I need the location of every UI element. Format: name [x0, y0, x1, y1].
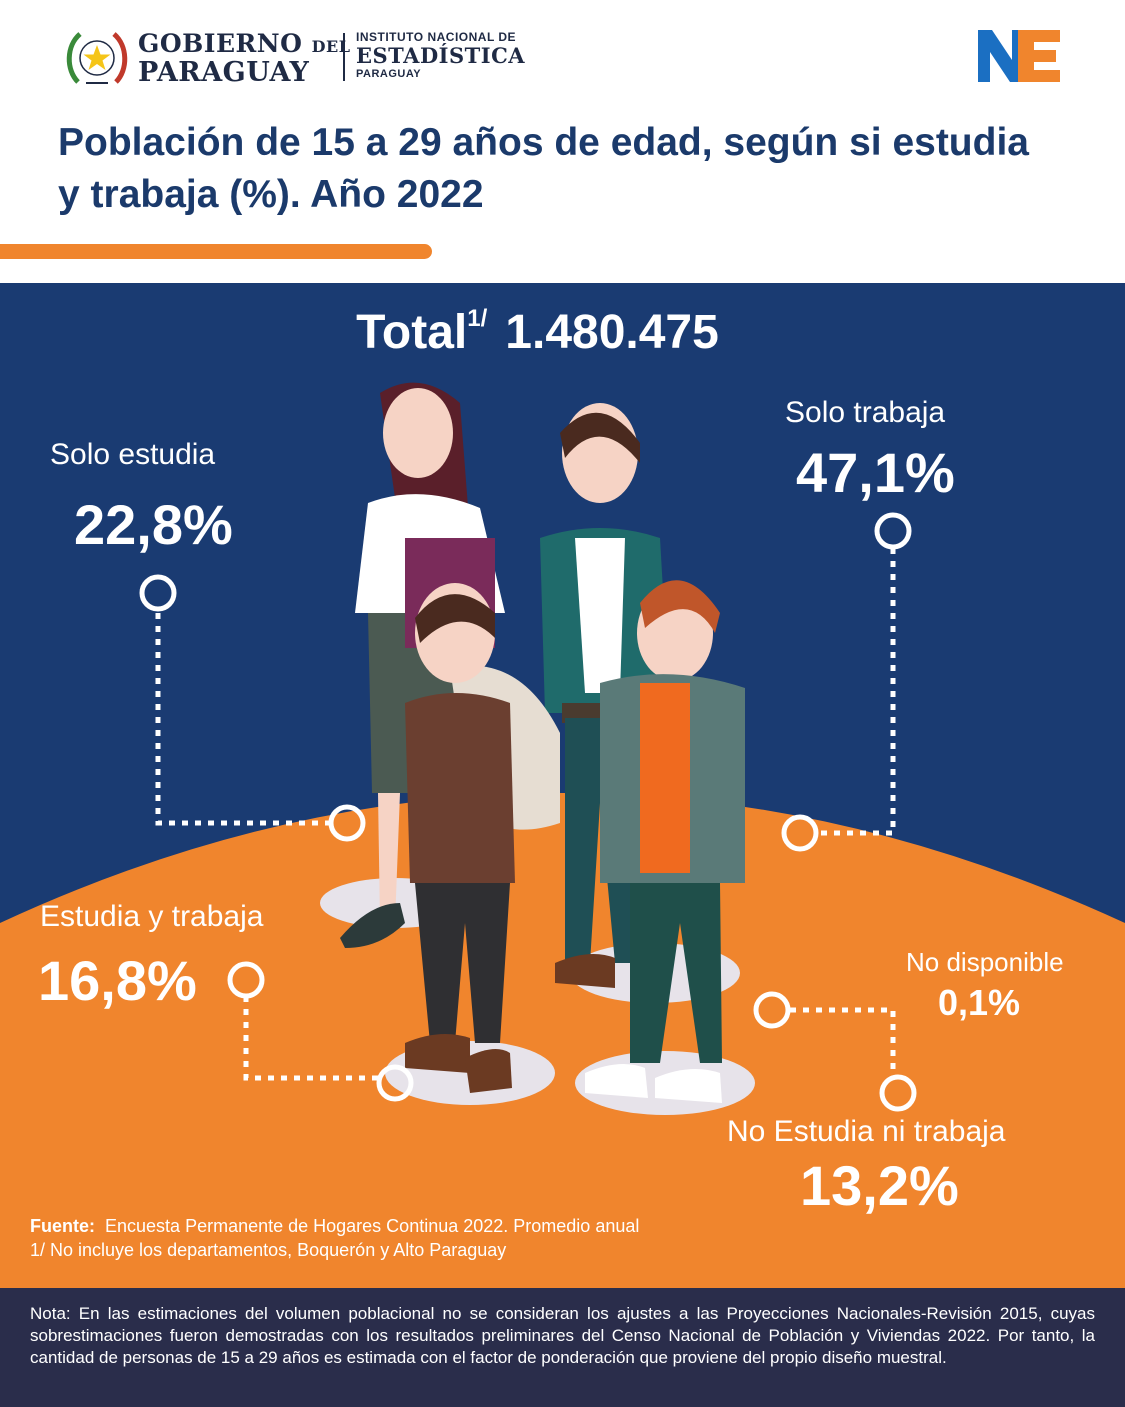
gov-name-del: DEL [311, 36, 351, 56]
title-underline [0, 244, 432, 259]
no-estudia-ni-trabaja-label: No Estudia ni trabaja [727, 1115, 1006, 1148]
gov-name-line1: GOBIERNO [138, 28, 303, 58]
note-text: Nota: En las estimaciones del volumen po… [30, 1304, 1095, 1367]
gov-name-line2: PARAGUAY [138, 56, 310, 88]
ine-name-line1: INSTITUTO NACIONAL DE [356, 30, 517, 44]
ine-name-line3: PARAGUAY [356, 68, 422, 80]
solo-estudia-percent: 22,8% [74, 493, 233, 556]
header: GOBIERNO DEL PARAGUAY INSTITUTO NACIONAL… [0, 0, 1125, 283]
estudia-y-trabaja-percent: 16,8% [38, 949, 197, 1012]
total-population: Total1/1.480.475 [0, 305, 1075, 360]
national-seal-icon [66, 32, 128, 84]
source-block: Fuente: Encuesta Permanente de Hogares C… [30, 1214, 639, 1262]
gobierno-logo: GOBIERNO DEL PARAGUAY [64, 28, 350, 88]
note-footer: Nota: En las estimaciones del volumen po… [0, 1288, 1125, 1407]
no-disponible-label: No disponible [906, 947, 1064, 977]
ine-brand-icon [978, 30, 1060, 82]
people-illustration [0, 382, 1125, 1288]
solo-trabaja-label: Solo trabaja [785, 396, 946, 429]
total-footnote-mark: 1/ [467, 305, 488, 332]
no-estudia-ni-trabaja-percent: 13,2% [800, 1154, 959, 1217]
source-text: Encuesta Permanente de Hogares Continua … [105, 1216, 640, 1236]
ine-logo: INSTITUTO NACIONAL DE ESTADÍSTICA PARAGU… [356, 30, 525, 80]
solo-estudia-label: Solo estudia [50, 438, 216, 471]
estudia-y-trabaja-label: Estudia y trabaja [40, 900, 264, 933]
page-title: Población de 15 a 29 años de edad, según… [58, 121, 1029, 216]
source-footnote: 1/ No incluye los departamentos, Boqueró… [30, 1240, 507, 1260]
logo-divider [343, 33, 345, 81]
ine-name-line2: ESTADÍSTICA [356, 43, 526, 68]
total-label: Total [356, 306, 468, 359]
source-label: Fuente: [30, 1216, 95, 1236]
infographic-panel [0, 283, 1125, 1288]
no-disponible-percent: 0,1% [938, 982, 1021, 1023]
solo-trabaja-percent: 47,1% [796, 441, 955, 504]
total-value: 1.480.475 [505, 306, 719, 359]
